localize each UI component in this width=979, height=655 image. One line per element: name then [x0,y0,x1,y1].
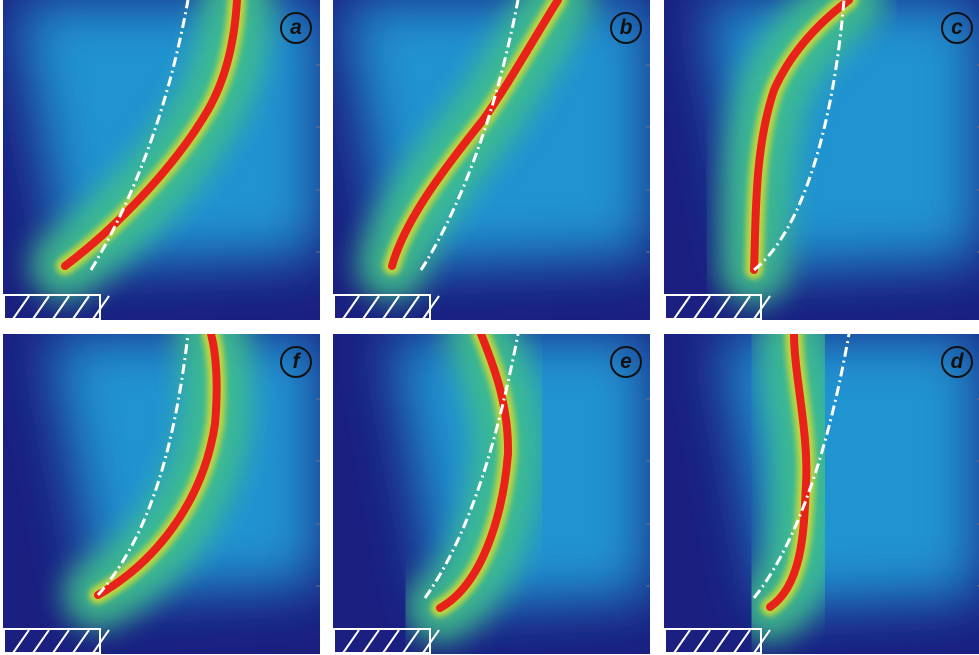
panel-c: c [664,0,979,320]
hatched-block [333,628,440,654]
axis-ticks [646,64,650,253]
colormap-image [664,334,979,654]
panel-d: d [664,334,979,654]
hatched-block [664,294,771,320]
panel-f: f [3,334,320,654]
core-curve [766,334,811,611]
core-curve [388,0,562,270]
core-curve [436,334,513,612]
panel-label-badge: c [941,12,973,44]
axis-ticks [977,64,979,253]
hatched-block [664,628,771,654]
dashed-guide-line [419,0,520,271]
dashed-guide-line [752,334,851,599]
core-curve [94,334,221,599]
colormap-image [333,0,650,320]
core-curve [750,0,853,274]
panel-label-badge: f [280,346,312,378]
hatched-block [3,294,110,320]
panel-label-badge: e [610,346,642,378]
colormap-image [3,0,320,320]
dashed-guide-line [423,334,520,599]
hatched-block [3,628,110,654]
panel-b: b [333,0,650,320]
axis-ticks [316,398,320,587]
panel-e: e [333,334,650,654]
core-curve [61,0,241,270]
colormap-image [664,0,979,320]
colormap-image [3,334,320,654]
axis-ticks [646,398,650,587]
dashed-guide-line [753,0,846,272]
hatched-block [333,294,440,320]
axis-ticks [977,398,979,587]
panel-label-badge: b [610,12,642,44]
colormap-image [333,334,650,654]
dashed-guide-line [96,334,190,596]
axis-ticks [316,64,320,253]
panel-label-badge: a [280,12,312,44]
panel-a: a [3,0,320,320]
dashed-guide-line [89,0,190,271]
panel-label-badge: d [941,346,973,378]
